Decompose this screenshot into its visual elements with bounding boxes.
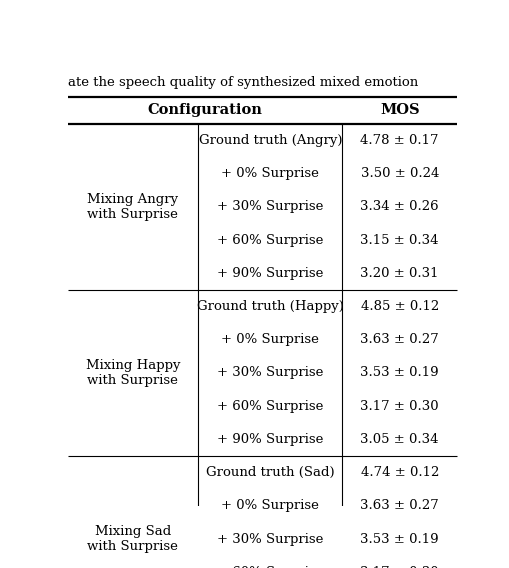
- Text: + 30% Surprise: + 30% Surprise: [217, 366, 323, 379]
- Text: + 90% Surprise: + 90% Surprise: [217, 267, 323, 280]
- Text: + 0% Surprise: + 0% Surprise: [221, 167, 319, 180]
- Text: 3.53 ± 0.19: 3.53 ± 0.19: [360, 366, 438, 379]
- Text: Mixing Angry
with Surprise: Mixing Angry with Surprise: [87, 193, 178, 221]
- Text: 3.63 ± 0.27: 3.63 ± 0.27: [360, 333, 438, 346]
- Text: 3.17 ± 0.30: 3.17 ± 0.30: [360, 566, 438, 568]
- Text: 3.05 ± 0.34: 3.05 ± 0.34: [360, 433, 438, 446]
- Text: 3.50 ± 0.24: 3.50 ± 0.24: [360, 167, 438, 180]
- Text: 4.74 ± 0.12: 4.74 ± 0.12: [360, 466, 438, 479]
- Text: + 30% Surprise: + 30% Surprise: [217, 533, 323, 546]
- Text: + 60% Surprise: + 60% Surprise: [217, 400, 323, 413]
- Text: Ground truth (Angry): Ground truth (Angry): [198, 134, 342, 147]
- Text: 4.78 ± 0.17: 4.78 ± 0.17: [360, 134, 438, 147]
- Text: Mixing Sad
with Surprise: Mixing Sad with Surprise: [88, 525, 178, 553]
- Text: 3.17 ± 0.30: 3.17 ± 0.30: [360, 400, 438, 413]
- Text: 3.20 ± 0.31: 3.20 ± 0.31: [360, 267, 438, 280]
- Text: Ground truth (Sad): Ground truth (Sad): [206, 466, 334, 479]
- Text: Configuration: Configuration: [147, 103, 262, 117]
- Text: + 30% Surprise: + 30% Surprise: [217, 201, 323, 214]
- Text: 3.34 ± 0.26: 3.34 ± 0.26: [360, 201, 438, 214]
- Text: Ground truth (Happy): Ground truth (Happy): [196, 300, 343, 313]
- Text: ate the speech quality of synthesized mixed emotion: ate the speech quality of synthesized mi…: [68, 76, 417, 89]
- Text: + 90% Surprise: + 90% Surprise: [217, 433, 323, 446]
- Text: + 60% Surprise: + 60% Surprise: [217, 566, 323, 568]
- Text: MOS: MOS: [379, 103, 419, 117]
- Text: + 60% Surprise: + 60% Surprise: [217, 233, 323, 247]
- Text: 3.15 ± 0.34: 3.15 ± 0.34: [360, 233, 438, 247]
- Text: Mixing Happy
with Surprise: Mixing Happy with Surprise: [86, 359, 180, 387]
- Text: + 0% Surprise: + 0% Surprise: [221, 333, 319, 346]
- Text: 3.53 ± 0.19: 3.53 ± 0.19: [360, 533, 438, 546]
- Text: + 0% Surprise: + 0% Surprise: [221, 499, 319, 512]
- Text: 4.85 ± 0.12: 4.85 ± 0.12: [360, 300, 438, 313]
- Text: 3.63 ± 0.27: 3.63 ± 0.27: [360, 499, 438, 512]
